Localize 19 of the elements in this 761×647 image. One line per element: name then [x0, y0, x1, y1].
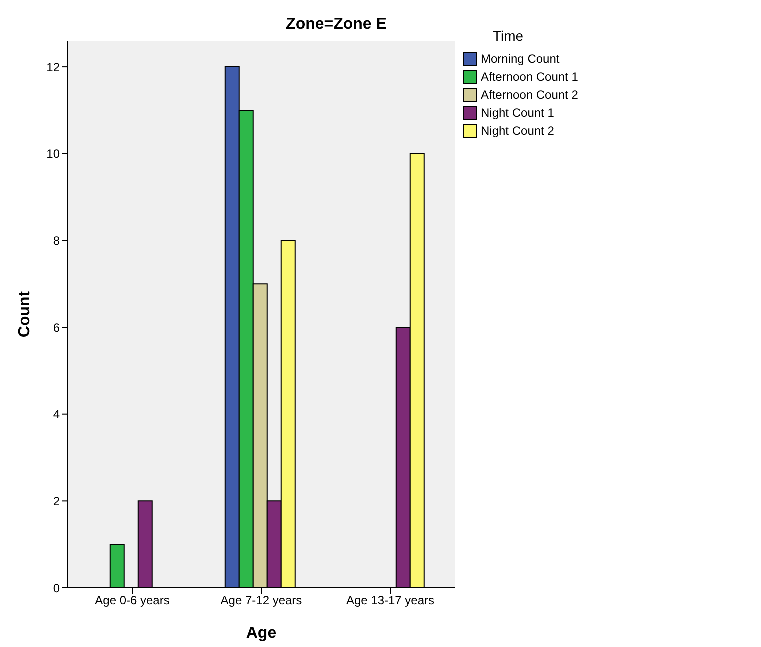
y-tick-label: 0: [53, 581, 60, 596]
x-tick-label: Age 13-17 years: [346, 594, 435, 608]
legend-label: Afternoon Count 2: [481, 88, 578, 102]
y-tick-label: 6: [53, 320, 60, 335]
y-tick-label: 4: [53, 408, 60, 422]
y-axis-title: Count: [16, 290, 34, 338]
x-tick-label: Age 7-12 years: [220, 594, 302, 608]
legend-label: Morning Count: [481, 52, 560, 66]
legend-label: Night Count 2: [481, 124, 554, 138]
y-tick-label: 2: [53, 494, 60, 508]
x-tick-label: Age 0-6 years: [95, 594, 170, 608]
y-tick-label: 12: [46, 60, 60, 74]
legend-label: Night Count 1: [481, 106, 554, 120]
legend-label: Afternoon Count 1: [481, 70, 578, 84]
y-tick-label: 10: [46, 147, 60, 162]
legend-title: Time: [493, 28, 525, 44]
x-axis-title: Age: [246, 625, 277, 642]
y-tick-label: 8: [53, 234, 60, 248]
chart-title: Zone=Zone E: [286, 16, 387, 33]
